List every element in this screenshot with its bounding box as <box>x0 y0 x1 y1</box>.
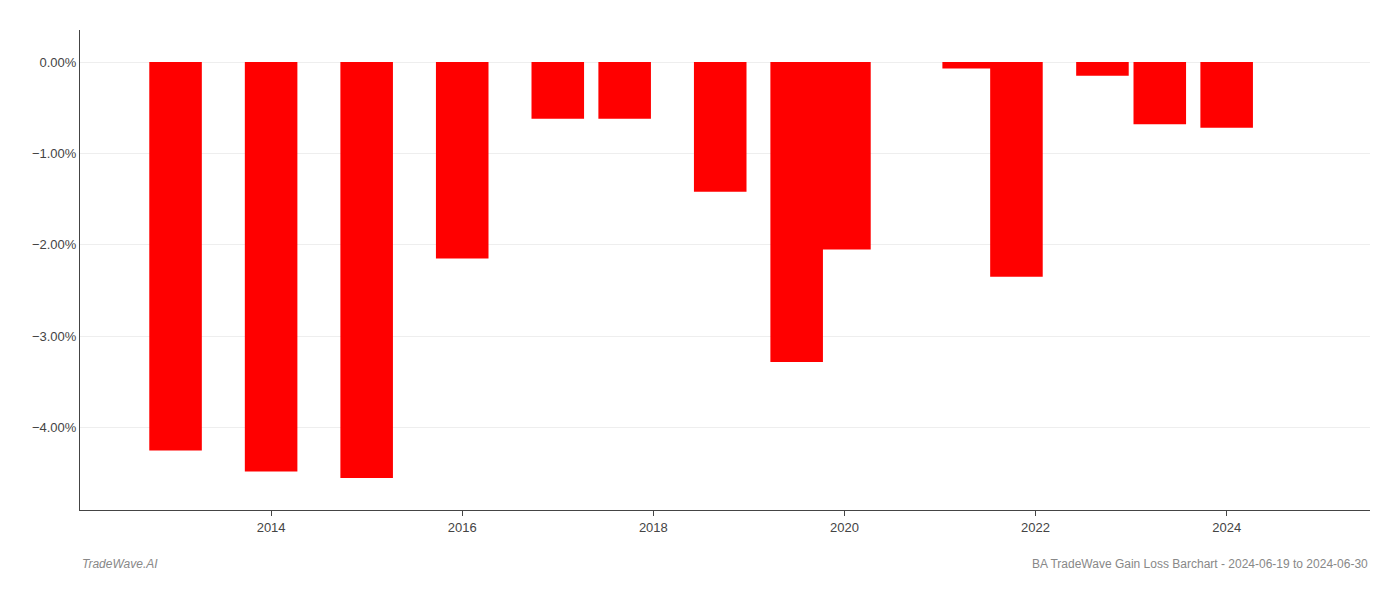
svg-text:−3.00%: −3.00% <box>32 329 77 344</box>
svg-text:−2.00%: −2.00% <box>32 237 77 252</box>
svg-text:−1.00%: −1.00% <box>32 146 77 161</box>
svg-text:−4.00%: −4.00% <box>32 420 77 435</box>
svg-text:BA TradeWave Gain Loss Barchar: BA TradeWave Gain Loss Barchart - 2024-0… <box>1032 557 1368 571</box>
svg-text:2024: 2024 <box>1212 520 1241 535</box>
svg-text:TradeWave.AI: TradeWave.AI <box>82 557 158 571</box>
svg-text:0.00%: 0.00% <box>40 55 77 70</box>
svg-text:2022: 2022 <box>1021 520 1050 535</box>
svg-text:2020: 2020 <box>830 520 859 535</box>
svg-text:2014: 2014 <box>257 520 286 535</box>
svg-text:2016: 2016 <box>448 520 477 535</box>
svg-text:2018: 2018 <box>639 520 668 535</box>
